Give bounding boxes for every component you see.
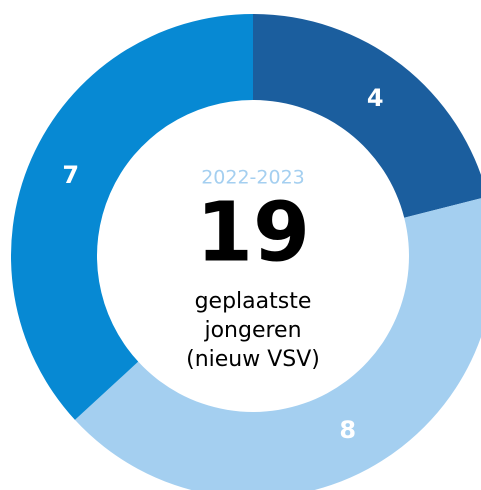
- segment-label: 4: [367, 84, 384, 112]
- center-line: jongeren: [203, 318, 301, 343]
- center-line: geplaatste: [195, 289, 312, 314]
- donut-segment: [11, 14, 253, 420]
- segment-label: 7: [62, 161, 79, 189]
- center-line: (nieuw VSV): [186, 347, 320, 372]
- center-title: 2022-2023: [201, 167, 305, 189]
- segment-label: 8: [339, 416, 356, 444]
- donut-segment: [74, 198, 481, 490]
- donut-segment: [253, 14, 481, 218]
- center-value: 19: [196, 185, 310, 280]
